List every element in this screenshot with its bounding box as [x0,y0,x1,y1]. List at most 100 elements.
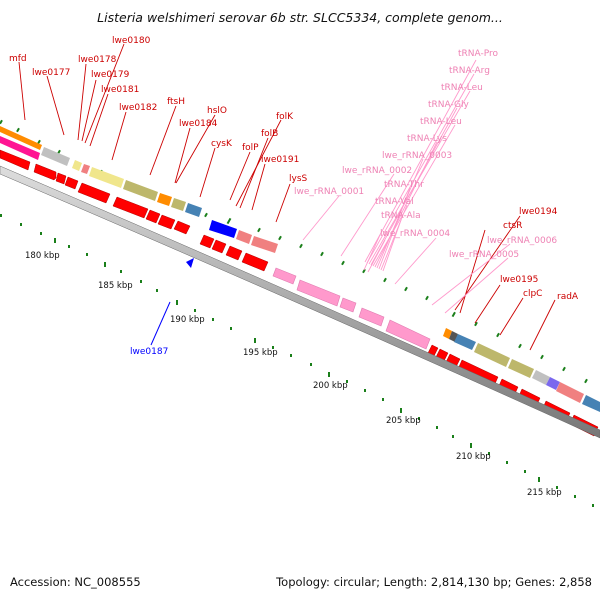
scale-label: 210 kbp [456,452,491,462]
gene-label: lwe0182 [119,103,157,113]
highlight-gene-label: lwe0187 [130,347,168,357]
gene-arrow [225,245,243,261]
rna-leaders [302,59,511,314]
rna-label: tRNA-Pro [458,49,498,59]
gene-arrow [64,176,79,190]
cog-segment [157,193,172,206]
cog-segment [72,160,82,171]
rna-label: tRNA-Gly [428,100,470,110]
cog-segment [532,370,550,385]
gene-label: lwe0179 [91,70,130,80]
rna-label: tRNA-Ala [381,211,421,221]
gene-label: lwe0194 [519,207,558,217]
rna-label: tRNA-Leu [420,117,462,127]
cog-segment [123,180,158,201]
genome-backbone [0,165,600,439]
gene-label: clpC [523,289,542,299]
gene-label: lwe0178 [78,55,117,65]
gene-label: folP [242,143,259,153]
cog-segment [251,236,278,253]
rna-feature [296,279,341,307]
cog-segment [236,230,252,244]
gene-label: mfd [9,54,27,64]
gene-leaders [18,43,556,351]
scale-label: 195 kbp [243,348,278,358]
cog-segment [185,203,202,217]
gene-label: cysK [211,139,233,149]
scale-label: 215 kbp [527,488,562,498]
rna-label: lwe_rRNA_0001 [294,187,364,197]
gene-label: folK [276,112,294,122]
cog-segment [171,198,186,211]
rna-label: tRNA-Lys [407,134,447,144]
rna-label-group: tRNA-Pro tRNA-Arg tRNA-Leu tRNA-Gly tRNA… [294,49,557,260]
gene-label-group: mfd lwe0177 lwe0178 lwe0180 lwe0179 lwe0… [9,36,579,302]
highlight-gene-marker [186,258,194,268]
gene-arrow [157,214,176,230]
gene-arrow [77,182,111,204]
inner-tick-row [0,214,594,507]
gene-label: radA [557,292,579,302]
rna-label: tRNA-Val [375,197,414,207]
gene-label: hslO [207,106,227,116]
gene-label: ctsR [503,221,522,231]
gene-label: lwe0195 [500,275,538,285]
cog-segment [0,126,42,150]
gene-arrow [33,163,57,181]
rna-label: lwe_rRNA_0005 [449,250,519,260]
gene-arrow [55,172,67,185]
gene-arrow [145,209,161,224]
rna-label: lwe_rRNA_0004 [380,229,450,239]
scale-label: 205 kbp [386,416,421,426]
rna-label: tRNA-Thr [384,180,424,190]
gene-label: lwe0191 [261,155,299,165]
cog-segment [546,377,560,390]
gene-label: lwe0181 [101,85,139,95]
cog-segment [474,343,510,367]
scale-label: 200 kbp [313,381,348,391]
rna-label: lwe_rRNA_0006 [487,236,557,246]
highlight-gene-leader [150,301,171,346]
gene-arrow [211,239,227,254]
cog-segment [41,147,70,166]
cog-segment [209,220,237,238]
gene-label: folB [261,129,278,139]
gene-label: lwe0180 [112,36,151,46]
rna-label: tRNA-Arg [449,66,490,76]
scale-label: 185 kbp [98,281,133,291]
rna-label: lwe_rRNA_0003 [382,151,452,161]
gene-arrow [199,234,215,249]
gene-arrow [112,196,149,219]
rna-features [272,267,431,350]
cog-segment [556,382,584,403]
cog-ring [0,126,600,412]
rna-label: lwe_rRNA_0002 [342,166,412,176]
gene-arrow [0,149,31,171]
cog-segment [89,167,124,188]
cog-segment [443,328,452,339]
cog-segment [582,395,600,412]
accession-text: Accession: NC_008555 [10,575,141,589]
scale-labels: 180 kbp 185 kbp 190 kbp 195 kbp 200 kbp … [25,251,562,498]
gene-label: lwe0177 [32,68,70,78]
rna-label: tRNA-Leu [441,83,483,93]
gene-label: ftsH [167,97,185,107]
map-title: Listeria welshimeri serovar 6b str. SLCC… [97,10,503,25]
cog-segment [0,136,40,160]
gene-arrow [173,220,191,235]
rna-feature [339,297,357,313]
gene-label: lwe0184 [179,119,218,129]
cog-segment [508,359,534,378]
cog-segment [81,164,90,174]
gene-label: lysS [289,174,308,184]
genome-summary-text: Topology: circular; Length: 2,814,130 bp… [276,575,592,589]
cog-segment [454,334,476,350]
scale-label: 190 kbp [170,315,205,325]
upper-tick-row [0,119,588,384]
rna-feature [358,307,385,327]
gene-arrow [241,252,269,272]
scale-label: 180 kbp [25,251,60,261]
rna-feature [272,267,297,285]
